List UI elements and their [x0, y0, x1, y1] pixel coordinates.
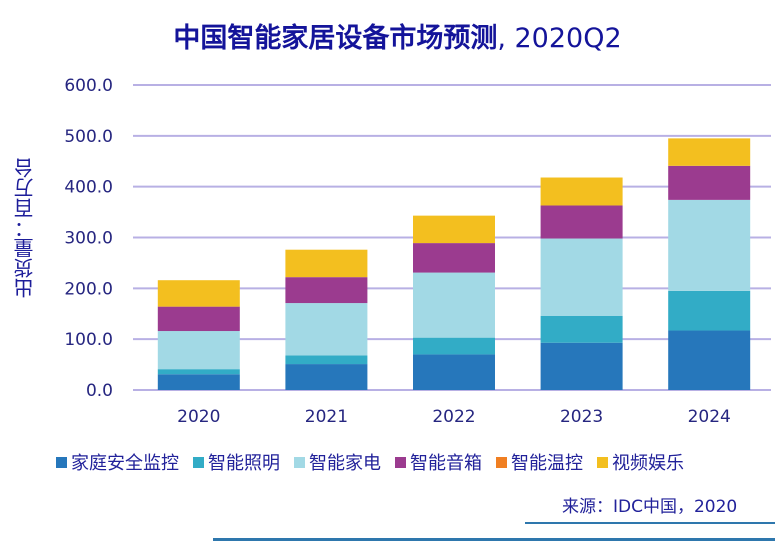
legend-swatch — [56, 456, 67, 468]
bar-segment — [668, 330, 751, 390]
bar-segment — [668, 199, 751, 291]
legend-swatch — [395, 456, 406, 468]
bar-segment — [285, 355, 368, 365]
bar-segment — [540, 342, 623, 390]
x-tick-labels: 2020 2021 2022 2023 2024 — [177, 407, 731, 427]
y-tick-label: 600.0 — [64, 76, 113, 96]
bar-segment — [157, 306, 240, 332]
x-tick-label: 2021 — [305, 407, 348, 427]
bar-segment — [540, 315, 623, 343]
bar-segment — [413, 337, 495, 355]
bar-segment — [668, 165, 751, 200]
x-tick-label: 2023 — [560, 407, 603, 427]
legend-item: 智能照明 — [193, 449, 280, 475]
legend-label: 家庭安全监控 — [71, 453, 179, 474]
x-tick-label: 2020 — [177, 407, 220, 427]
chart-title-main: 中国智能家居设备市场预测 — [173, 23, 498, 54]
bar-segment — [540, 205, 623, 239]
legend-label: 视频娱乐 — [612, 453, 684, 474]
legend-item: 智能温控 — [496, 449, 583, 475]
y-tick-label: 100.0 — [64, 330, 113, 350]
legend-label: 智能音箱 — [410, 453, 482, 474]
legend-label: 智能家电 — [309, 453, 381, 474]
legend-label: 智能温控 — [511, 453, 583, 474]
legend: 家庭安全监控 智能照明 智能家电 智能音箱 智能温控 视频娱乐 — [56, 449, 698, 475]
bar-segment — [285, 364, 368, 390]
legend-swatch — [597, 456, 608, 468]
bar-segment — [413, 243, 495, 273]
bottom-rule — [213, 538, 775, 541]
source-note: 来源：IDC中国，2020 — [562, 497, 738, 517]
y-tick-label: 0.0 — [86, 381, 113, 401]
bar-segment — [540, 177, 623, 206]
legend-label: 智能照明 — [208, 453, 280, 474]
legend-item: 智能家电 — [294, 449, 381, 475]
legend-item: 家庭安全监控 — [56, 449, 179, 475]
source-underline — [525, 522, 775, 524]
y-tick-label: 200.0 — [64, 279, 113, 299]
bar-segment — [285, 277, 368, 304]
bar-segment — [413, 354, 495, 390]
bar-segment — [157, 331, 240, 370]
legend-item: 视频娱乐 — [597, 449, 684, 475]
chart-title: 中国智能家居设备市场预测, 2020Q2 — [0, 16, 775, 55]
bar-segment — [285, 249, 368, 278]
bars — [157, 138, 751, 390]
bar-segment — [157, 374, 240, 390]
y-tick-label: 400.0 — [64, 178, 113, 198]
bar-segment — [668, 138, 751, 166]
y-tick-label: 300.0 — [64, 229, 113, 249]
bar-segment — [157, 280, 240, 307]
x-tick-label: 2022 — [432, 407, 475, 427]
x-tick-label: 2024 — [688, 407, 731, 427]
bar-segment — [413, 272, 495, 338]
legend-swatch — [294, 456, 305, 468]
legend-swatch — [193, 456, 204, 468]
bar-segment — [540, 238, 623, 316]
legend-swatch — [496, 456, 507, 468]
y-tick-labels: 0.0 100.0 200.0 300.0 400.0 500.0 600.0 — [64, 76, 113, 401]
bar-segment — [668, 290, 751, 331]
bar-segment — [285, 303, 368, 356]
y-tick-label: 500.0 — [64, 127, 113, 147]
bar-segment — [157, 369, 240, 375]
bar-segment — [413, 215, 495, 244]
legend-item: 智能音箱 — [395, 449, 482, 475]
chart-title-suffix: , 2020Q2 — [497, 23, 622, 54]
